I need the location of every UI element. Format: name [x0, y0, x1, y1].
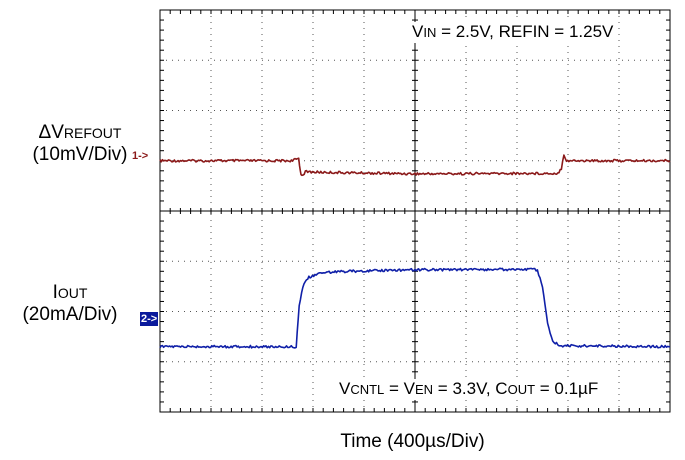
x-axis-label: Time (400µs/Div)	[0, 431, 685, 453]
channel-1-marker: 1->	[132, 149, 148, 163]
channel-1-label-main: ΔV	[39, 122, 64, 143]
annotation-part: V	[339, 379, 350, 398]
grid	[160, 10, 670, 412]
annotation-part: V	[412, 22, 423, 41]
channel-2-label: IOUT (20mA/Div)	[0, 282, 140, 326]
annotation-part: = 2.5V, REFIN = 1.25V	[436, 22, 613, 41]
channel-2-scale: (20mA/Div)	[0, 304, 140, 326]
annotation-part: EN	[415, 382, 433, 397]
channel-1-label-sub: REFOUT	[64, 125, 122, 141]
annotation-part: OUT	[508, 382, 535, 397]
annotation-part: IN	[423, 25, 436, 40]
annotation-part: = V	[384, 379, 415, 398]
input-conditions-note: VIN = 2.5V, REFIN = 1.25V	[410, 22, 615, 43]
annotation-part: = 3.3V, C	[433, 379, 508, 398]
annotation-part: = 0.1µF	[535, 379, 598, 398]
channel-2-label-sub: OUT	[58, 285, 88, 301]
annotation-part: CNTL	[350, 382, 384, 397]
channel-2-marker: 2->	[140, 312, 158, 326]
output-conditions-note: VCNTL = VEN = 3.3V, COUT = 0.1µF	[337, 379, 600, 400]
